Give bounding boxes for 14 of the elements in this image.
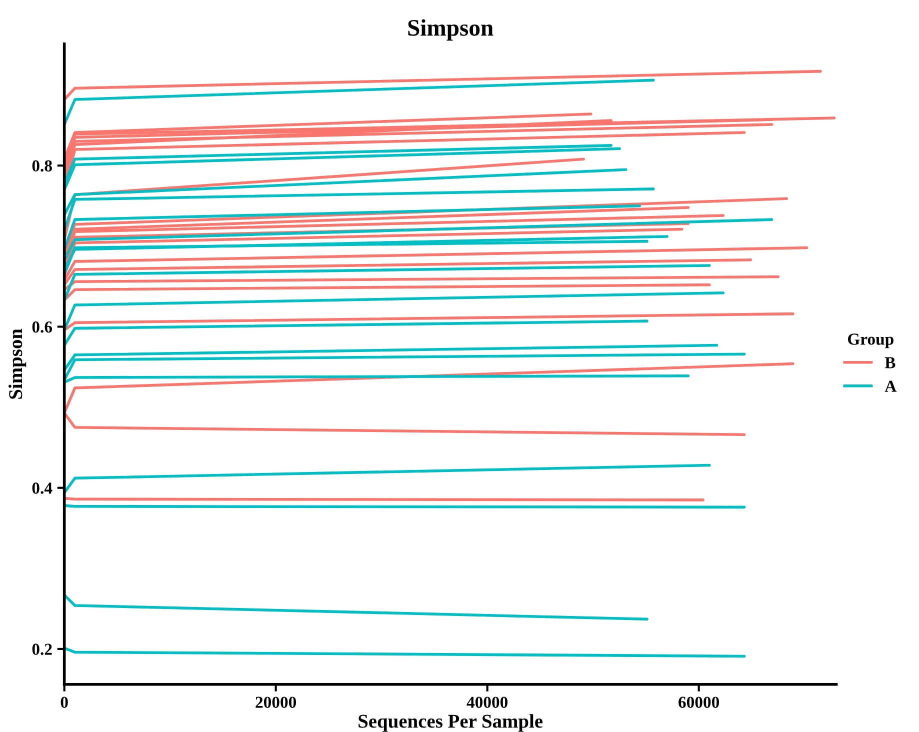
- y-tick-label: 0.6: [32, 321, 52, 333]
- legend-label: A: [884, 380, 897, 392]
- x-tick-label: 0: [60, 696, 68, 708]
- y-tick-label: 0.4: [32, 482, 52, 494]
- y-axis-title: Simpson: [8, 328, 26, 399]
- x-tick-label: 40000: [466, 696, 508, 708]
- x-axis-title: Sequences Per Sample: [358, 714, 543, 732]
- y-tick-label: 0.2: [32, 644, 52, 655]
- x-tick-label: 20000: [256, 696, 296, 708]
- legend-label: B: [884, 357, 896, 368]
- chart-title: Simpson: [408, 19, 494, 41]
- x-tick-label: 60000: [678, 696, 720, 708]
- y-tick-label: 0.8: [32, 160, 52, 172]
- legend-title: Group: [848, 334, 894, 348]
